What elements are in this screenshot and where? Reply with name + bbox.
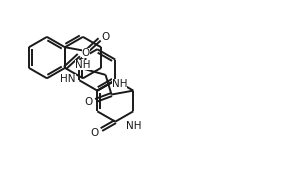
- Text: O: O: [84, 97, 93, 107]
- Text: NH: NH: [126, 121, 141, 131]
- Text: NH: NH: [75, 60, 91, 70]
- Text: O: O: [82, 48, 90, 58]
- Text: NH: NH: [111, 79, 127, 89]
- Text: O: O: [90, 128, 98, 138]
- Text: HN: HN: [60, 74, 76, 84]
- Text: O: O: [102, 32, 110, 42]
